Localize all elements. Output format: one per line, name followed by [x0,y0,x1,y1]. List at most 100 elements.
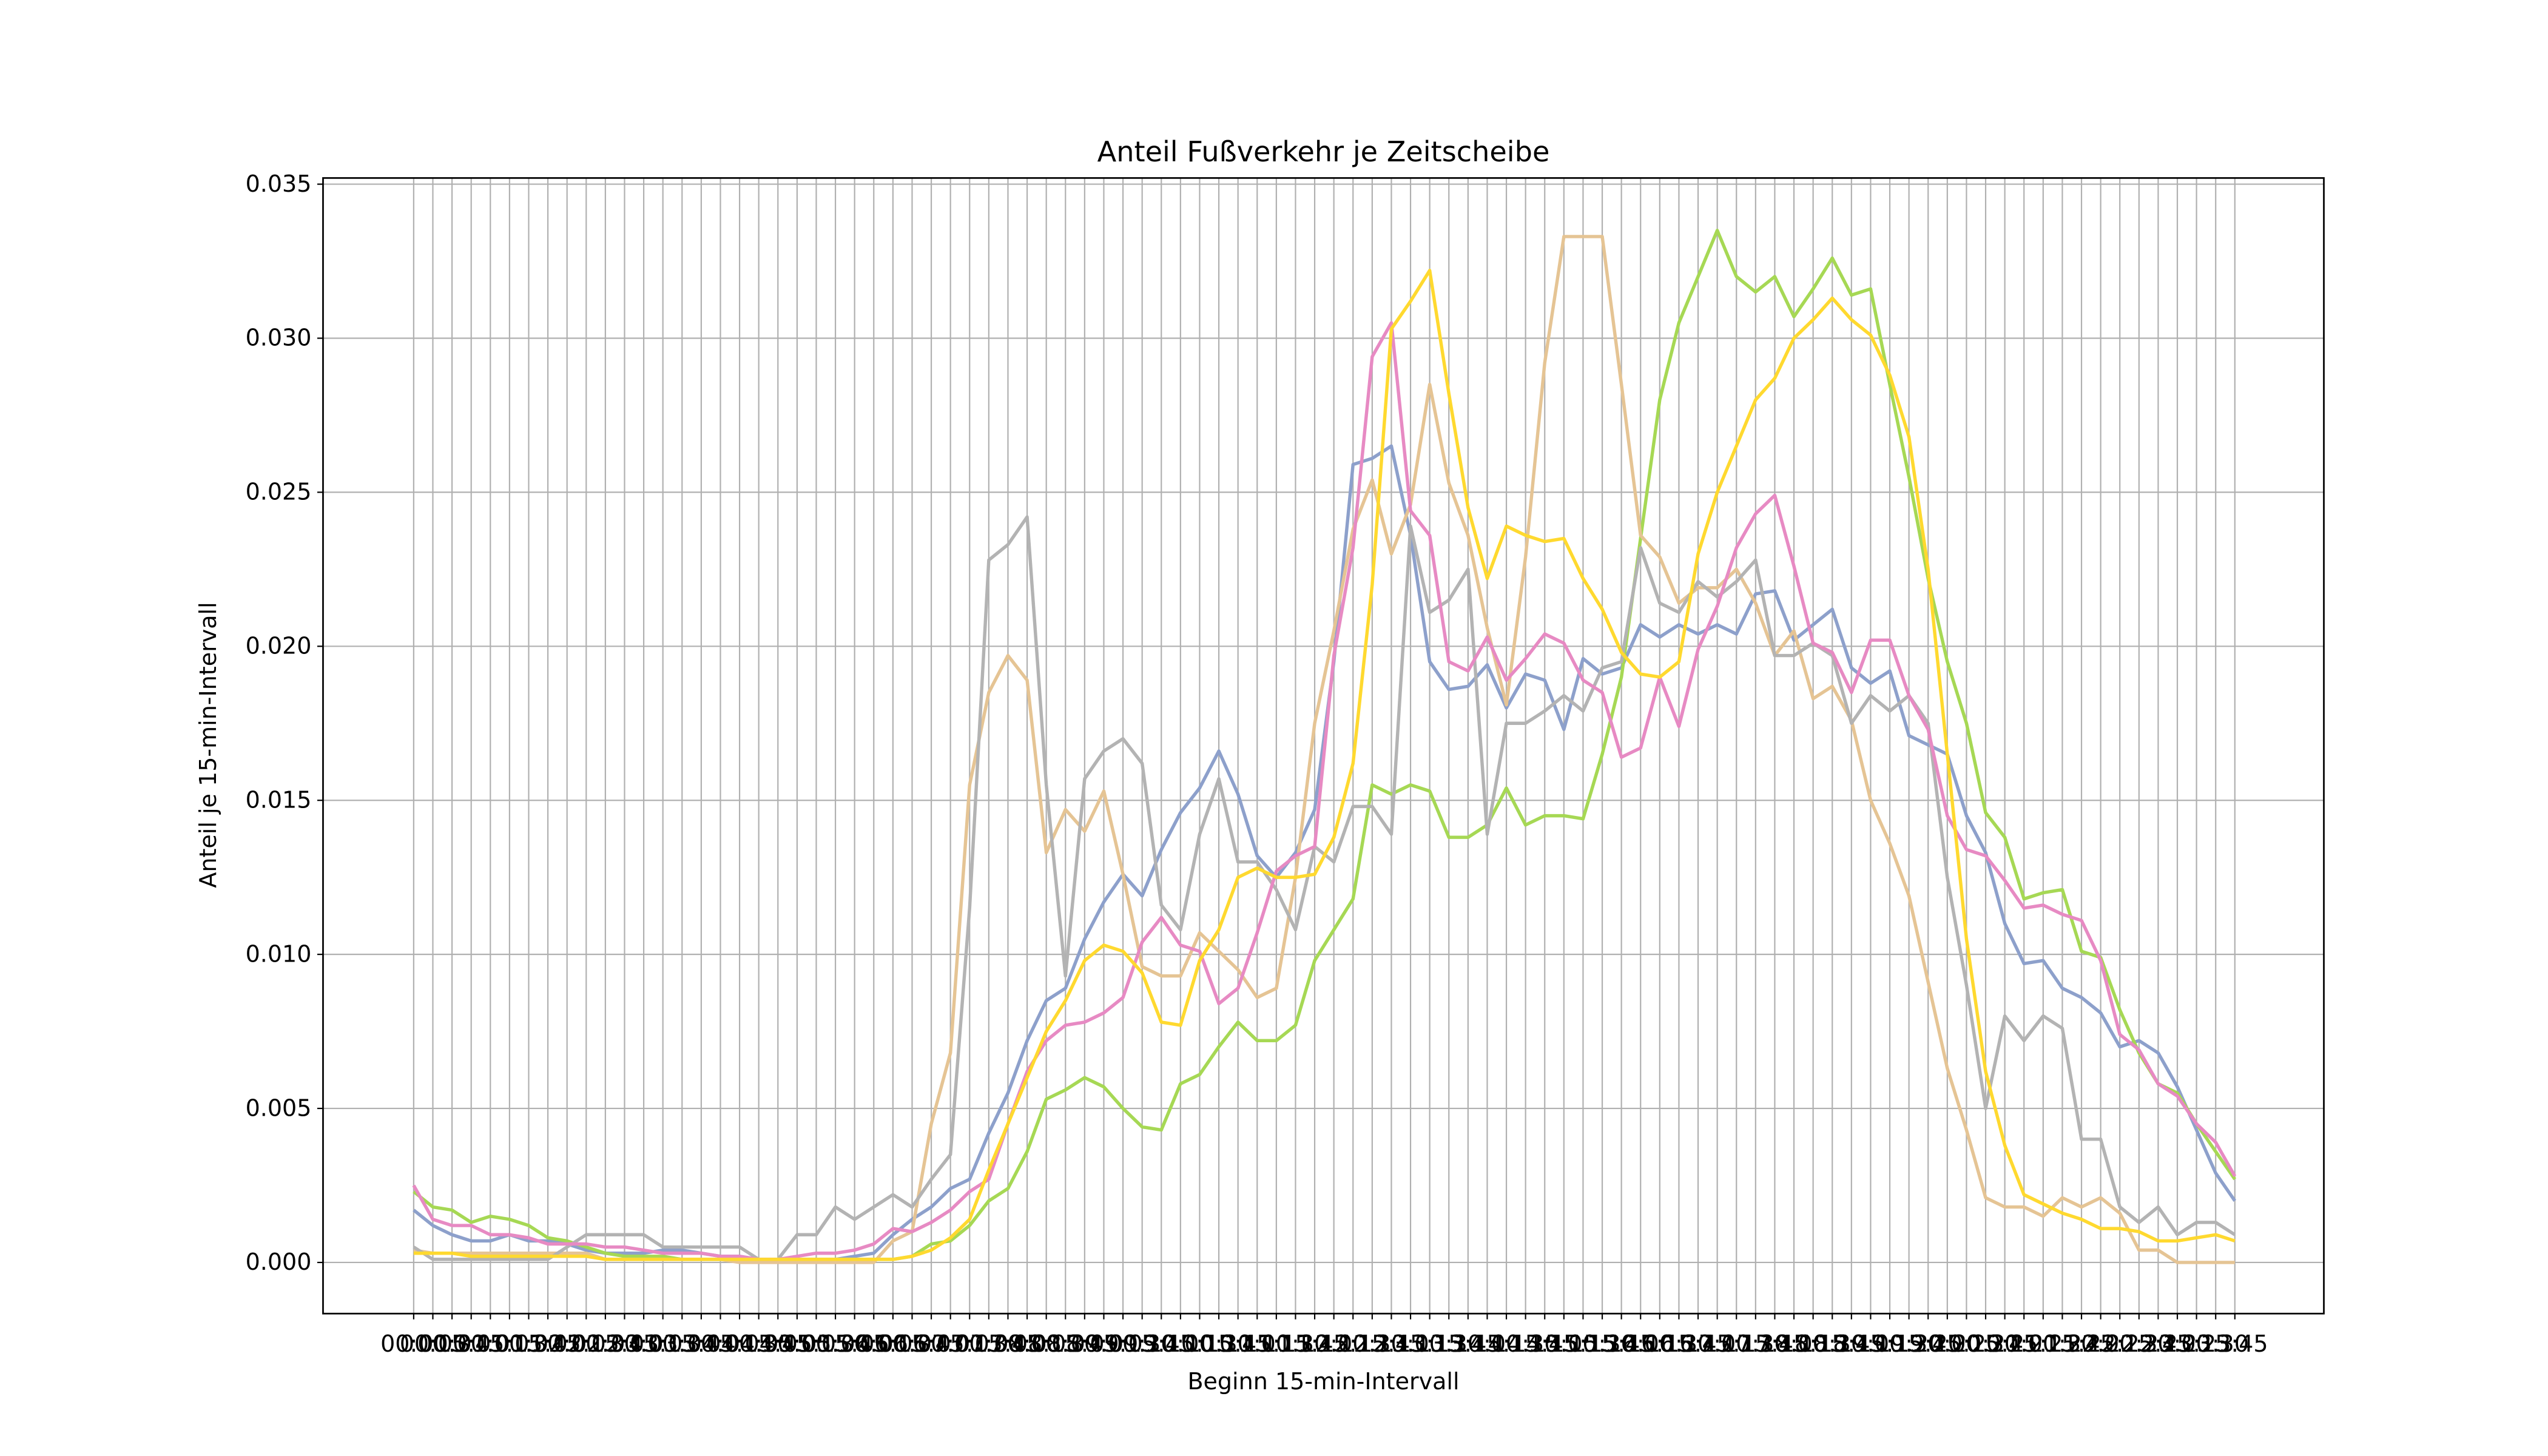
x-tick-label: 08:15 [1013,1330,1080,1357]
x-tick-label: 15:45 [1588,1330,1655,1357]
x-tick-label: 18:15 [1780,1330,1847,1357]
x-tick-label: 17:15 [1703,1330,1770,1357]
x-tick-label: 05:30 [802,1330,869,1357]
x-tick-label: 10:30 [1185,1330,1252,1357]
x-tick-label: 11:30 [1262,1330,1329,1357]
x-tick-label: 00:00 [380,1330,447,1357]
x-tick-label: 16:45 [1665,1330,1731,1357]
x-tick-label: 02:15 [553,1330,620,1357]
x-tick-label: 02:45 [592,1330,658,1357]
x-tick-label: 06:00 [840,1330,907,1357]
x-tick-label: 04:30 [726,1330,792,1357]
x-tick-label: 11:00 [1224,1330,1290,1357]
x-tick-label: 22:00 [2068,1330,2134,1357]
x-tick-label: 13:15 [1397,1330,1463,1357]
x-tick-label: 14:30 [1492,1330,1559,1357]
series-line [412,321,2237,1261]
x-tick-label: 22:15 [2086,1330,2153,1357]
x-tick-label: 01:15 [476,1330,543,1357]
x-tick-label: 14:00 [1454,1330,1521,1357]
y-tick-label: 0.030 [246,325,312,351]
labels: 0.000 0.005 0.010 0.015 0.020 0.025 0.030 0.035… [246,170,2268,1357]
x-tick-label: 09:15 [1090,1330,1156,1357]
x-tick-label: 17:30 [1722,1330,1789,1357]
x-tick-label: 20:45 [1972,1330,2038,1357]
x-tick-label: 17:00 [1684,1330,1751,1357]
x-tick-label: 11:15 [1243,1330,1310,1357]
y-tick-label: 0.035 [246,170,312,197]
x-tick-label: 14:15 [1473,1330,1540,1357]
x-tick-label: 17:45 [1742,1330,1808,1357]
chart-title: Anteil Fußverkehr je Zeitscheibe [1097,135,1550,168]
x-tick-label: 13:30 [1415,1330,1482,1357]
x-tick-label: 03:15 [630,1330,696,1357]
x-tick-label: 09:00 [1071,1330,1138,1357]
x-tick-label: 18:00 [1761,1330,1827,1357]
x-tick-label: 22:30 [2106,1330,2172,1357]
y-tick-label: 0.005 [246,1094,312,1121]
x-tick-label: 02:00 [534,1330,601,1357]
x-tick-label: 07:45 [975,1330,1042,1357]
x-tick-label: 21:00 [1990,1330,2057,1357]
x-tick-label: 01:30 [496,1330,562,1357]
x-tick-label: 05:15 [783,1330,850,1357]
x-tick-label: 23:30 [2182,1330,2249,1357]
x-tick-label: 21:15 [2010,1330,2077,1357]
x-tick-label: 04:15 [706,1330,773,1357]
y-axis-label: Anteil je 15-min-Intervall [195,602,221,888]
x-tick-label: 07:30 [956,1330,1022,1357]
plot-frame [322,177,2325,1315]
x-tick-label: 00:45 [438,1330,505,1357]
series-line [413,269,2236,1261]
x-tick-label: 10:45 [1205,1330,1272,1357]
x-tick-label: 23:00 [2144,1330,2211,1357]
x-tick-label: 18:45 [1818,1330,1885,1357]
x-tick-label: 05:00 [764,1330,831,1357]
x-tick-label: 22:45 [2125,1330,2192,1357]
y-tick-label: 0.015 [246,786,312,813]
grid [323,178,2324,1314]
y-tick-label: 0.020 [246,633,312,659]
x-tick-label: 07:00 [917,1330,984,1357]
x-tick-label: 15:00 [1531,1330,1597,1357]
x-tick-label: 15:15 [1550,1330,1617,1357]
x-tick-label: 20:30 [1952,1330,2019,1357]
x-tick-label: 13:45 [1435,1330,1502,1357]
x-tick-label: 14:45 [1511,1330,1578,1357]
x-tick-label: 00:15 [400,1330,467,1357]
x-tick-label: 08:00 [994,1330,1060,1357]
x-tick-label: 13:00 [1377,1330,1444,1357]
x-tick-label: 12:45 [1358,1330,1425,1357]
x-tick-label: 04:45 [744,1330,811,1357]
x-tick-label: 21:45 [2048,1330,2115,1357]
x-tick-label: 06:15 [860,1330,926,1357]
x-tick-label: 18:30 [1799,1330,1866,1357]
x-tick-label: 19:00 [1838,1330,1904,1357]
x-tick-label: 09:45 [1128,1330,1195,1357]
x-tick-label: 08:30 [1032,1330,1099,1357]
y-tick-label: 0.010 [246,940,312,967]
y-tick-label: 0.025 [246,479,312,505]
x-axis-label: Beginn 15-min-Intervall [1187,1368,1459,1395]
x-tick-label: 10:15 [1167,1330,1233,1357]
x-tick-label: 23:45 [2202,1330,2268,1357]
x-tick-label: 15:30 [1569,1330,1636,1357]
x-tick-label: 21:30 [2029,1330,2096,1357]
x-tick-label: 03:45 [668,1330,735,1357]
x-tick-label: 00:30 [419,1330,485,1357]
x-tick-label: 12:30 [1339,1330,1406,1357]
x-tick-label: 16:30 [1646,1330,1713,1357]
x-tick-label: 20:00 [1914,1330,1981,1357]
x-tick-label: 12:00 [1301,1330,1367,1357]
x-tick-label: 20:15 [1933,1330,2000,1357]
x-tick-label: 19:30 [1876,1330,1943,1357]
x-tick-label: 12:15 [1320,1330,1386,1357]
x-tick-label: 03:30 [649,1330,715,1357]
x-tick-label: 02:30 [572,1330,639,1357]
x-tick-label: 07:15 [936,1330,1003,1357]
x-tick-label: 01:00 [457,1330,524,1357]
x-tick-label: 01:45 [514,1330,581,1357]
lines [412,229,2237,1264]
